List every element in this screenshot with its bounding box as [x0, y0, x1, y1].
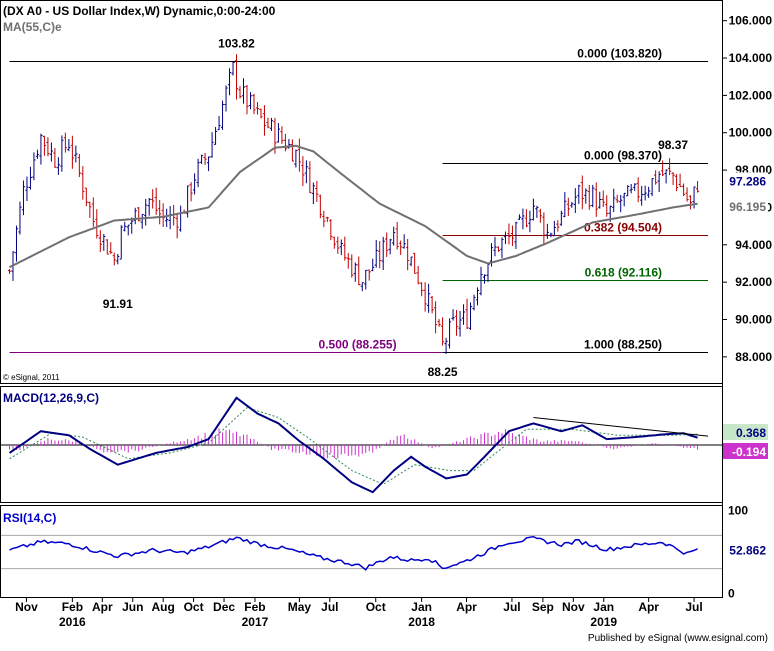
x-year-label: 2016: [59, 615, 86, 629]
rsi-line: [9, 535, 698, 571]
x-month-label: Apr: [92, 600, 113, 614]
rsi-value-text: 52.862: [729, 544, 766, 558]
fib-level-label: 0.000 (103.820): [577, 47, 662, 61]
chart-title: (DX A0 - US Dollar Index,W) Dynamic,0:00…: [3, 4, 276, 18]
last-price-badge: [723, 172, 768, 189]
x-month-label: Nov: [15, 600, 38, 614]
price-panel: [0, 0, 723, 384]
macd-trendline: [533, 416, 709, 437]
fib-level-label: 0.500 (88.255): [319, 338, 397, 352]
price-tick-label: 100.000: [729, 126, 773, 140]
price-tick-label: 104.000: [729, 51, 773, 65]
x-month-label: Feb: [244, 600, 265, 614]
ma-value-badge: [723, 197, 768, 214]
fib-level-label: 0.000 (98.370): [584, 149, 662, 163]
copyright-note: © eSignal, 2011: [3, 373, 60, 382]
extreme-label: 91.91: [103, 297, 133, 311]
footer-credit: Published by eSignal (www.esignal.com): [588, 633, 768, 644]
ma55-line: [9, 144, 698, 269]
last-price-badge-text: 97.286: [729, 174, 766, 188]
x-month-label: Jul: [685, 600, 702, 614]
macd-value-badge: [723, 424, 768, 440]
rsi-tick-label: 100: [728, 503, 748, 517]
x-month-label: May: [288, 600, 312, 614]
macd-line: [8, 396, 698, 494]
rsi-panel: [0, 505, 723, 598]
ma-value-badge-text: 96.195: [729, 200, 766, 214]
extreme-label: 98.37: [658, 138, 688, 152]
fib-level-label: 1.000 (88.250): [584, 338, 662, 352]
fib-level-label: 0.382 (94.504): [584, 221, 662, 235]
price-tick-label: 88.000: [735, 350, 772, 364]
hist-value-badge: [723, 443, 768, 459]
macd-value-text: 0.368: [736, 426, 766, 440]
x-month-label: Feb: [62, 600, 83, 614]
x-month-label: Jul: [503, 600, 520, 614]
x-month-label: Apr: [456, 600, 477, 614]
price-tick-label: 92.000: [735, 275, 772, 289]
fib-level-label: 0.618 (92.116): [585, 266, 662, 280]
hist-value-text: -0.194: [732, 445, 766, 459]
x-year-label: 2018: [408, 615, 435, 629]
extreme-label: 88.25: [428, 365, 458, 379]
x-month-label: Apr: [638, 600, 659, 614]
x-month-label: Jan: [411, 600, 432, 614]
rsi-value-badge: [723, 541, 768, 558]
x-month-label: Jan: [593, 600, 614, 614]
price-tick-label: 106.000: [729, 14, 773, 28]
x-month-label: Nov: [562, 600, 585, 614]
x-month-label: Jul: [321, 600, 338, 614]
x-month-label: Aug: [152, 600, 175, 614]
x-month-label: Sep: [532, 600, 554, 614]
rsi-tick-label: 0: [728, 587, 735, 601]
price-tick-label: 102.000: [729, 88, 773, 102]
x-month-label: Oct: [366, 600, 386, 614]
x-month-label: Jun: [122, 600, 143, 614]
rsi-title: RSI(14,C): [3, 511, 56, 525]
price-tick-label: 90.000: [735, 313, 772, 327]
price-tick-label: 94.000: [735, 238, 772, 252]
extreme-label: 103.82: [218, 36, 255, 50]
x-month-label: Dec: [213, 600, 235, 614]
ma-legend: MA(55,C)e: [3, 20, 62, 34]
x-month-label: Oct: [184, 600, 204, 614]
x-year-label: 2017: [242, 615, 269, 629]
x-year-label: 2019: [590, 615, 617, 629]
macd-title: MACD(12,26,9,C): [3, 391, 99, 405]
